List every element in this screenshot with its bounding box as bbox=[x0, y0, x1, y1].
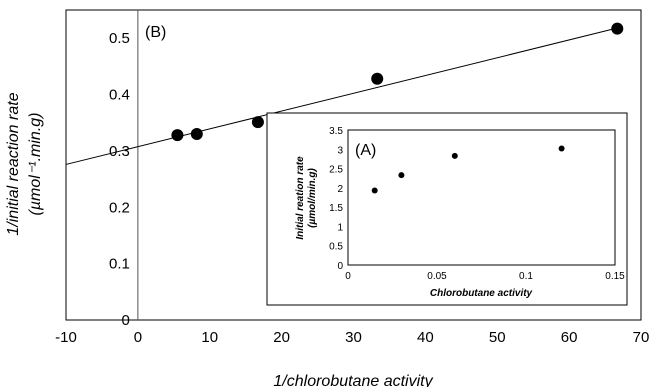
main-x-tick-label: 60 bbox=[561, 329, 578, 346]
inset-data-point bbox=[398, 172, 405, 179]
inset-chart: 0 0.05 0.1 0.15 0 0.5 1 1.5 2 2.5 3 3.5 (A) Chloro… bbox=[266, 112, 628, 306]
inset-y-axis-label-line1: Initial reation rate bbox=[295, 156, 306, 240]
inset-x-tick-label: 0.15 bbox=[605, 271, 625, 282]
main-y-tick-label: 0.4 bbox=[109, 87, 130, 104]
inset-data-point bbox=[371, 187, 378, 194]
main-data-points bbox=[171, 22, 624, 142]
main-trendline bbox=[65, 27, 618, 165]
inset-y-tick-labels: 0 0.5 1 1.5 2 2.5 3 3.5 bbox=[329, 126, 343, 272]
main-chart: -10 0 10 20 30 40 50 60 70 00.10.20.30.40.5 (B) … bbox=[5, 9, 649, 387]
inset-x-tick-labels: 0 0.05 0.1 0.15 bbox=[345, 271, 625, 282]
main-y-tick-label: 0.2 bbox=[109, 199, 130, 216]
main-y-tick-labels: 0 0.1 0.2 0.3 0.4 0.5 bbox=[109, 30, 130, 329]
main-data-point bbox=[251, 116, 264, 129]
main-x-tick-label: 20 bbox=[273, 329, 290, 346]
inset-data-point bbox=[451, 152, 458, 159]
main-data-point bbox=[190, 128, 203, 140]
main-y-tick-label: 0.3 bbox=[109, 143, 130, 160]
panel-label-b: (B) bbox=[145, 24, 166, 41]
main-x-tick-label: 10 bbox=[201, 329, 218, 346]
inset-data-points bbox=[371, 145, 565, 194]
panel-label-a: (A) bbox=[355, 142, 376, 159]
inset-y-tick-label: 0.5 bbox=[329, 242, 343, 253]
inset-y-tick-label: 1.5 bbox=[329, 203, 343, 214]
inset-frame bbox=[266, 112, 628, 306]
inset-y-tick-label: 2.5 bbox=[329, 165, 343, 176]
inset-data-point bbox=[558, 145, 565, 152]
inset-y-tick-label: 2 bbox=[337, 184, 343, 195]
inset-x-tick-label: 0.1 bbox=[519, 271, 533, 282]
main-x-axis-label: 1/chlorobutane activity bbox=[273, 373, 433, 387]
main-x-tick-label: 40 bbox=[417, 329, 434, 346]
main-y-axis-label-line1: 1/initial reaction rate bbox=[5, 92, 22, 235]
main-y-tick-label: 0.1 bbox=[109, 256, 130, 273]
main-data-point bbox=[171, 129, 184, 142]
inset-x-tick-label: 0 bbox=[345, 271, 351, 282]
main-plot-frame bbox=[65, 9, 642, 321]
main-x-tick-labels: -10 0 10 20 30 40 50 60 70 bbox=[55, 329, 649, 346]
main-y-tick-label: 0 bbox=[122, 312, 130, 329]
main-x-tick-label: 70 bbox=[633, 329, 650, 346]
inset-x-axis-label: Chlorobutane activity bbox=[430, 288, 533, 299]
main-data-point bbox=[611, 22, 624, 35]
main-x-tick-label: 0 bbox=[134, 329, 142, 346]
inset-x-tick-label: 0.05 bbox=[427, 271, 447, 282]
main-y-axis-label: 1/initial reaction rate (µmol⁻¹.min.g) bbox=[5, 92, 44, 235]
main-x-tick-label: 30 bbox=[345, 329, 362, 346]
inset-y-tick-label: 3.5 bbox=[329, 126, 343, 137]
main-x-tick-label: 50 bbox=[489, 329, 506, 346]
inset-y-axis-label-line2: (µmol/min.g) bbox=[307, 168, 318, 228]
main-data-point bbox=[371, 72, 384, 85]
main-y-tick-label: 0.5 bbox=[109, 30, 130, 47]
inset-y-tick-label: 0 bbox=[337, 261, 343, 272]
inset-y-tick-label: 3 bbox=[337, 145, 343, 156]
main-y-axis-label-line2: (µmol⁻¹.min.g) bbox=[27, 113, 44, 216]
inset-y-tick-label: 1 bbox=[337, 222, 343, 233]
main-x-tick-label: -10 bbox=[55, 329, 77, 346]
inset-y-axis-label: Initial reation rate (µmol/min.g) bbox=[295, 156, 318, 240]
inset-plot-frame bbox=[347, 129, 616, 266]
